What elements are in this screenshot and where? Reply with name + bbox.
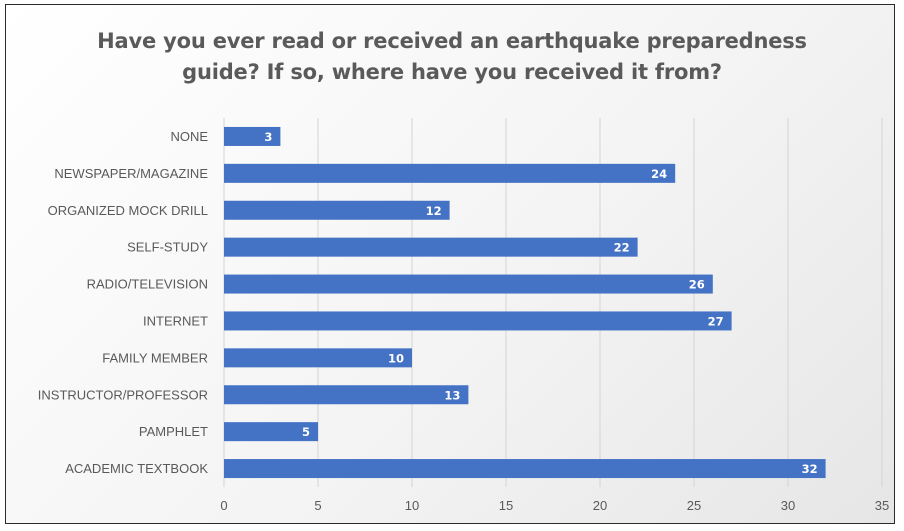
data-label: 10 — [388, 351, 404, 365]
bar — [224, 422, 318, 442]
category-label: NONE — [170, 129, 208, 144]
chart-frame — [5, 4, 895, 524]
data-label: 22 — [614, 241, 630, 255]
data-label: 3 — [264, 130, 272, 144]
data-label: 27 — [708, 314, 724, 328]
data-label: 12 — [426, 204, 442, 218]
x-tick-label: 5 — [314, 498, 321, 513]
bar — [224, 200, 450, 220]
x-tick-label: 30 — [781, 498, 795, 513]
bar — [224, 237, 638, 257]
data-label: 26 — [689, 278, 705, 292]
bar — [224, 311, 732, 331]
data-label: 24 — [651, 167, 667, 181]
x-tick-label: 15 — [499, 498, 513, 513]
x-tick-label: 35 — [875, 498, 889, 513]
bar — [224, 163, 676, 183]
category-label: INSTRUCTOR/PROFESSOR — [38, 387, 208, 402]
chart-title-line-2: guide? If so, where have you received it… — [182, 60, 722, 84]
bar — [224, 274, 713, 294]
category-label: ACADEMIC TEXTBOOK — [65, 461, 208, 476]
x-tick-label: 25 — [687, 498, 701, 513]
category-label: SELF-STUDY — [127, 240, 208, 255]
x-tick-label: 20 — [593, 498, 607, 513]
bar — [224, 459, 826, 479]
x-tick-label: 0 — [220, 498, 227, 513]
category-label: ORGANIZED MOCK DRILL — [48, 203, 208, 218]
category-label: INTERNET — [143, 313, 208, 328]
bar — [224, 385, 469, 405]
chart-title-line-1: Have you ever read or received an earthq… — [97, 29, 807, 53]
x-tick-label: 10 — [405, 498, 419, 513]
bar — [224, 126, 281, 146]
data-label: 5 — [302, 425, 310, 439]
data-label: 13 — [444, 388, 460, 402]
category-label: PAMPHLET — [139, 424, 208, 439]
category-label: RADIO/TELEVISION — [87, 277, 208, 292]
bar — [224, 348, 412, 368]
data-label: 32 — [802, 462, 818, 476]
category-label: FAMILY MEMBER — [102, 350, 208, 365]
category-label: NEWSPAPER/MAGAZINE — [54, 166, 208, 181]
